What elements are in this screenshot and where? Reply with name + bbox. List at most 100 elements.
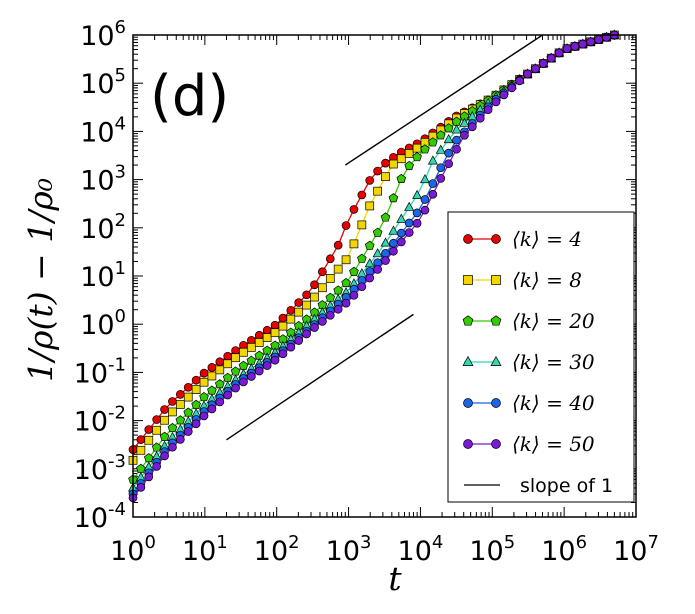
tick-base: 10	[80, 214, 114, 245]
data-point	[483, 105, 493, 115]
data-point	[435, 130, 446, 140]
data-point	[222, 372, 233, 382]
data-point	[286, 314, 296, 324]
legend-marker	[463, 439, 473, 449]
data-point	[144, 472, 154, 482]
data-point	[349, 266, 359, 276]
legend-label: ⟨k⟩ = 30	[512, 350, 595, 374]
data-point	[152, 415, 162, 424]
data-point	[372, 227, 383, 237]
data-point	[207, 371, 217, 381]
legend-marker	[491, 275, 501, 285]
panel-label: (d)	[150, 64, 229, 129]
data-point	[215, 397, 225, 407]
data-point	[380, 237, 391, 247]
data-point	[254, 366, 264, 376]
data-point	[554, 48, 564, 58]
series-k-50	[128, 30, 619, 503]
data-point	[136, 445, 146, 455]
data-point	[223, 390, 233, 400]
data-point	[167, 423, 178, 433]
data-point	[152, 425, 162, 435]
data-point	[396, 228, 406, 238]
tick-exponent: -4	[108, 499, 126, 520]
data-point	[175, 435, 185, 444]
data-point	[254, 330, 264, 340]
data-point	[325, 274, 335, 283]
data-point	[191, 385, 201, 394]
tick-exponent: 5	[115, 65, 126, 86]
x-tick-label: 100	[110, 532, 156, 567]
y-axis-label: 1/ρ(t) − 1/ρ₀	[21, 178, 60, 382]
legend-label: ⟨k⟩ = 50	[512, 432, 595, 456]
data-point	[278, 349, 288, 359]
data-point	[215, 379, 225, 389]
data-point	[207, 404, 217, 414]
data-point	[460, 130, 469, 140]
tick-exponent: 2	[115, 210, 126, 231]
data-point	[294, 336, 304, 345]
data-point	[436, 174, 446, 183]
data-point	[333, 264, 343, 274]
legend-box	[447, 211, 635, 503]
data-point	[262, 325, 272, 335]
data-point	[381, 256, 390, 265]
data-point	[183, 392, 193, 402]
y-tick-label: 10-2	[74, 403, 126, 438]
y-tick-label: 10-4	[74, 499, 126, 534]
data-point	[278, 321, 288, 331]
x-tick-label: 103	[326, 532, 372, 567]
data-point	[230, 366, 241, 376]
data-point	[302, 329, 311, 339]
legend-label: ⟨k⟩ = 8	[512, 268, 582, 292]
data-point	[333, 240, 343, 250]
data-point	[420, 144, 430, 154]
data-point	[199, 368, 209, 378]
data-point	[546, 53, 556, 63]
legend-marker	[462, 315, 474, 326]
data-point	[349, 239, 359, 249]
data-point	[160, 415, 169, 425]
tick-base: 10	[541, 536, 575, 567]
data-point	[364, 258, 375, 268]
data-point	[199, 411, 209, 421]
tick-exponent: 4	[432, 532, 443, 553]
data-point	[381, 172, 390, 182]
tick-base: 10	[80, 21, 114, 52]
data-point	[427, 155, 438, 165]
legend-marker	[491, 234, 501, 244]
legend-marker	[463, 398, 473, 408]
tick-base: 10	[80, 262, 114, 293]
data-point	[247, 372, 256, 381]
data-point	[396, 213, 407, 223]
legend-marker	[463, 275, 473, 285]
legend: ⟨k⟩ = 4 ⟨k⟩ = 8 ⟨k⟩ = 20 ⟨k⟩ = 30 ⟨k⟩ = 40 ⟨k…	[447, 211, 635, 503]
data-point	[452, 144, 461, 154]
tick-base: 10	[182, 536, 216, 567]
data-point	[278, 313, 288, 323]
legend-marker	[462, 355, 474, 366]
legend-label: ⟨k⟩ = 40	[512, 391, 595, 415]
tick-base: 10	[80, 117, 114, 148]
data-point	[286, 305, 296, 315]
slope-reference-line	[226, 313, 414, 441]
data-point	[254, 338, 264, 347]
data-point	[191, 375, 201, 385]
data-point	[388, 193, 399, 203]
data-point	[341, 298, 351, 308]
x-tick-label: 104	[398, 532, 444, 567]
tick-exponent: 6	[576, 532, 587, 553]
data-point	[419, 174, 430, 184]
data-point	[270, 328, 280, 338]
data-point	[562, 44, 572, 54]
tick-base: 10	[398, 536, 432, 567]
data-point	[318, 283, 327, 293]
data-point	[499, 90, 509, 100]
data-point	[160, 451, 169, 461]
tick-base: 10	[74, 503, 108, 534]
data-point	[318, 267, 327, 277]
data-point	[396, 154, 406, 164]
data-point	[159, 431, 170, 441]
x-tick-label: 105	[469, 532, 515, 567]
